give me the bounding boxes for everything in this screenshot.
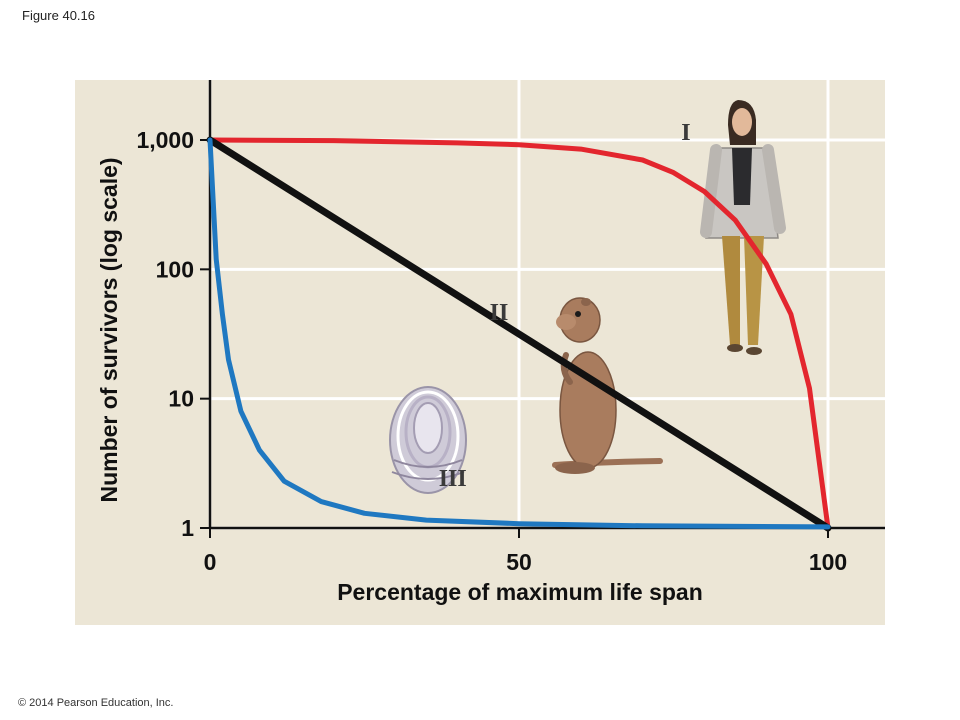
x-tick-label: 0: [204, 549, 217, 575]
y-tick-label: 10: [168, 386, 194, 412]
oyster-icon: [389, 386, 467, 494]
series-lines: [206, 136, 832, 532]
x-tick-label: 50: [506, 549, 532, 575]
human-icon: [700, 100, 786, 355]
series-label-i: I: [681, 120, 690, 146]
squirrel-icon: [552, 297, 663, 474]
x-axis-label: Percentage of maximum life span: [337, 579, 703, 605]
series-label-iii: III: [439, 466, 467, 492]
x-tick-label: 100: [809, 549, 847, 575]
y-tick-label: 1,000: [136, 127, 194, 153]
series-label-ii: II: [490, 300, 509, 326]
figure-label: Figure 40.16: [22, 8, 95, 23]
y-axis-label: Number of survivors (log scale): [96, 157, 122, 502]
series-line-iii: [207, 137, 831, 530]
y-tick-label: 1: [181, 515, 194, 541]
series-line-ii: [206, 136, 832, 532]
y-tick-label: 100: [156, 256, 194, 282]
copyright-notice: © 2014 Pearson Education, Inc.: [18, 697, 174, 709]
series-line-i: [207, 137, 831, 531]
